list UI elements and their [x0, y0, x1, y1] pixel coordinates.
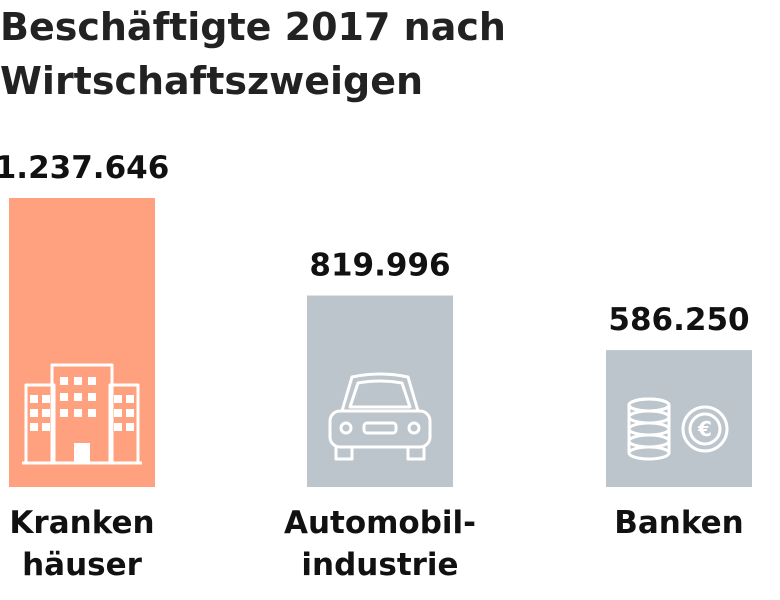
category-label-3-line-1: Banken: [614, 505, 744, 541]
bar-1: [9, 198, 155, 487]
bar-group-3: €586.250 Banken: [606, 302, 752, 541]
bar-group-2: 819.996 Automobil-industrie: [284, 248, 476, 583]
value-label-1: 1.237.646: [0, 150, 169, 186]
bar-2: [307, 295, 453, 487]
category-label-2-line-1: Automobil-: [284, 505, 476, 541]
value-label-3: 586.250: [608, 302, 749, 338]
category-label-2-line-2: industrie: [301, 547, 458, 583]
car-icon: [328, 372, 432, 461]
coins-euro-icon: €: [627, 397, 729, 461]
bar-group-1: 1.237.646 Kranken häuser: [0, 150, 169, 583]
euro-symbol-text: €: [697, 417, 712, 441]
chart-title-line-2: Wirtschaftszweigen: [0, 59, 424, 103]
chart-title-line-1: Beschäftigte 2017 nach: [0, 5, 506, 49]
category-label-1-line-1: Kranken: [9, 505, 154, 541]
hospital-icon: [22, 363, 142, 465]
category-label-1-line-2: häuser: [22, 547, 143, 583]
value-label-2: 819.996: [309, 248, 450, 284]
chart-title: Beschäftigte 2017 nach Wirtschaftszweige…: [0, 0, 780, 108]
